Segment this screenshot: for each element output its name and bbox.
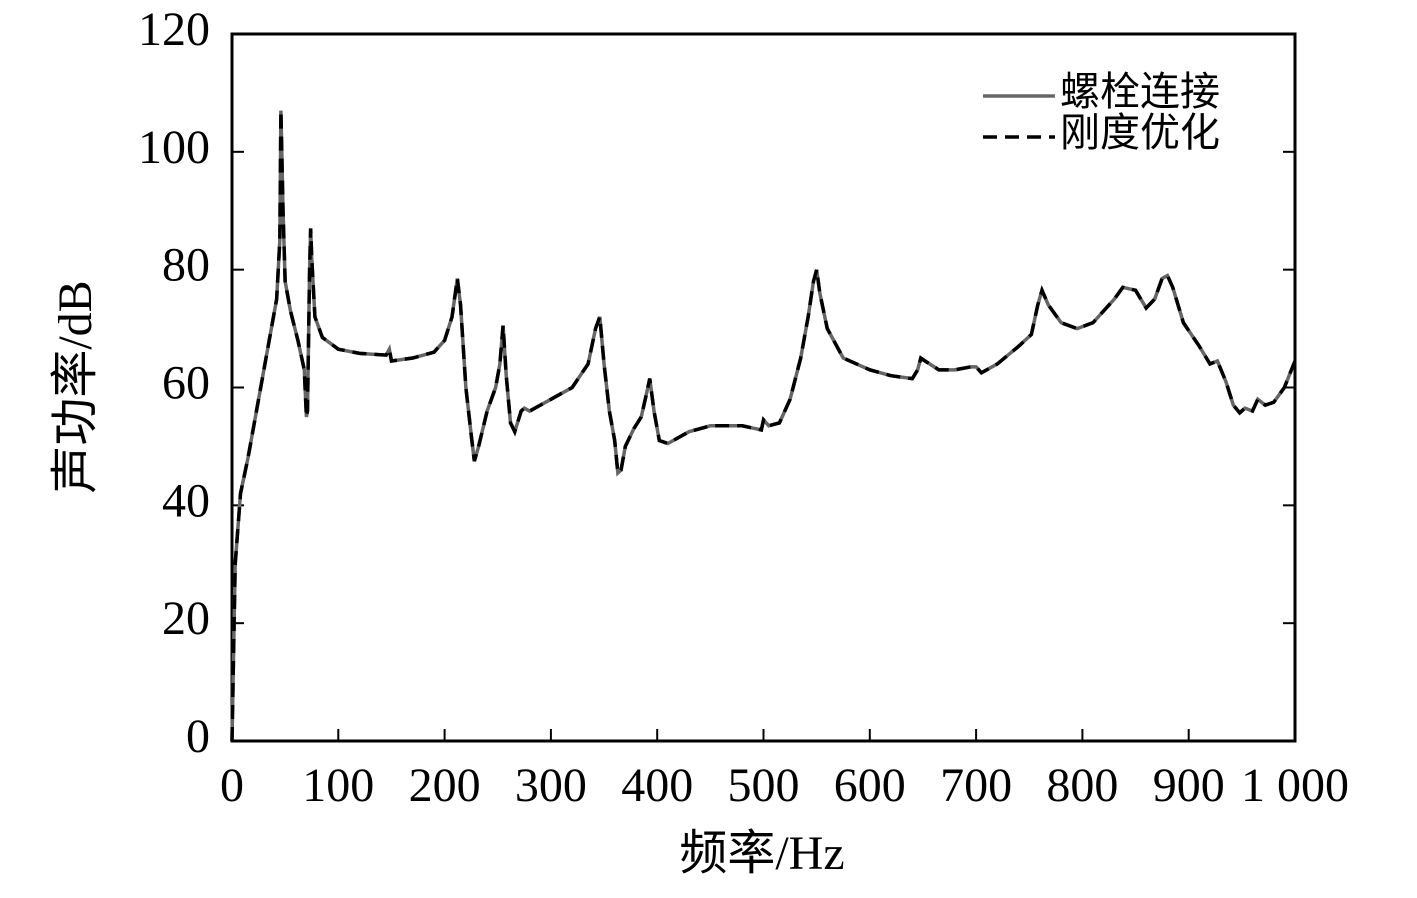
x-tick-label: 1 000 — [1241, 759, 1349, 812]
x-tick-label: 700 — [940, 759, 1012, 812]
y-tick-label: 40 — [162, 474, 210, 527]
y-tick-label: 60 — [162, 357, 210, 410]
x-tick-label: 600 — [834, 759, 906, 812]
legend-label: 刚度优化 — [1060, 110, 1220, 155]
x-tick-label: 400 — [621, 759, 693, 812]
x-tick-label: 100 — [302, 759, 374, 812]
x-tick-label: 800 — [1046, 759, 1118, 812]
x-axis-label: 频率/Hz — [679, 827, 844, 880]
y-axis-label: 声功率/dB — [49, 280, 102, 493]
x-tick-label: 0 — [220, 759, 244, 812]
x-tick-label: 300 — [515, 759, 587, 812]
x-tick-label: 900 — [1153, 759, 1225, 812]
x-tick-label: 500 — [728, 759, 800, 812]
y-tick-label: 120 — [138, 3, 210, 56]
series-line — [230, 110, 1297, 742]
y-tick-label: 80 — [162, 239, 210, 292]
x-tick-label: 200 — [409, 759, 481, 812]
y-tick-label: 20 — [162, 592, 210, 645]
y-tick-label: 0 — [186, 710, 210, 763]
y-tick-label: 100 — [138, 121, 210, 174]
legend-label: 螺栓连接 — [1060, 69, 1220, 114]
